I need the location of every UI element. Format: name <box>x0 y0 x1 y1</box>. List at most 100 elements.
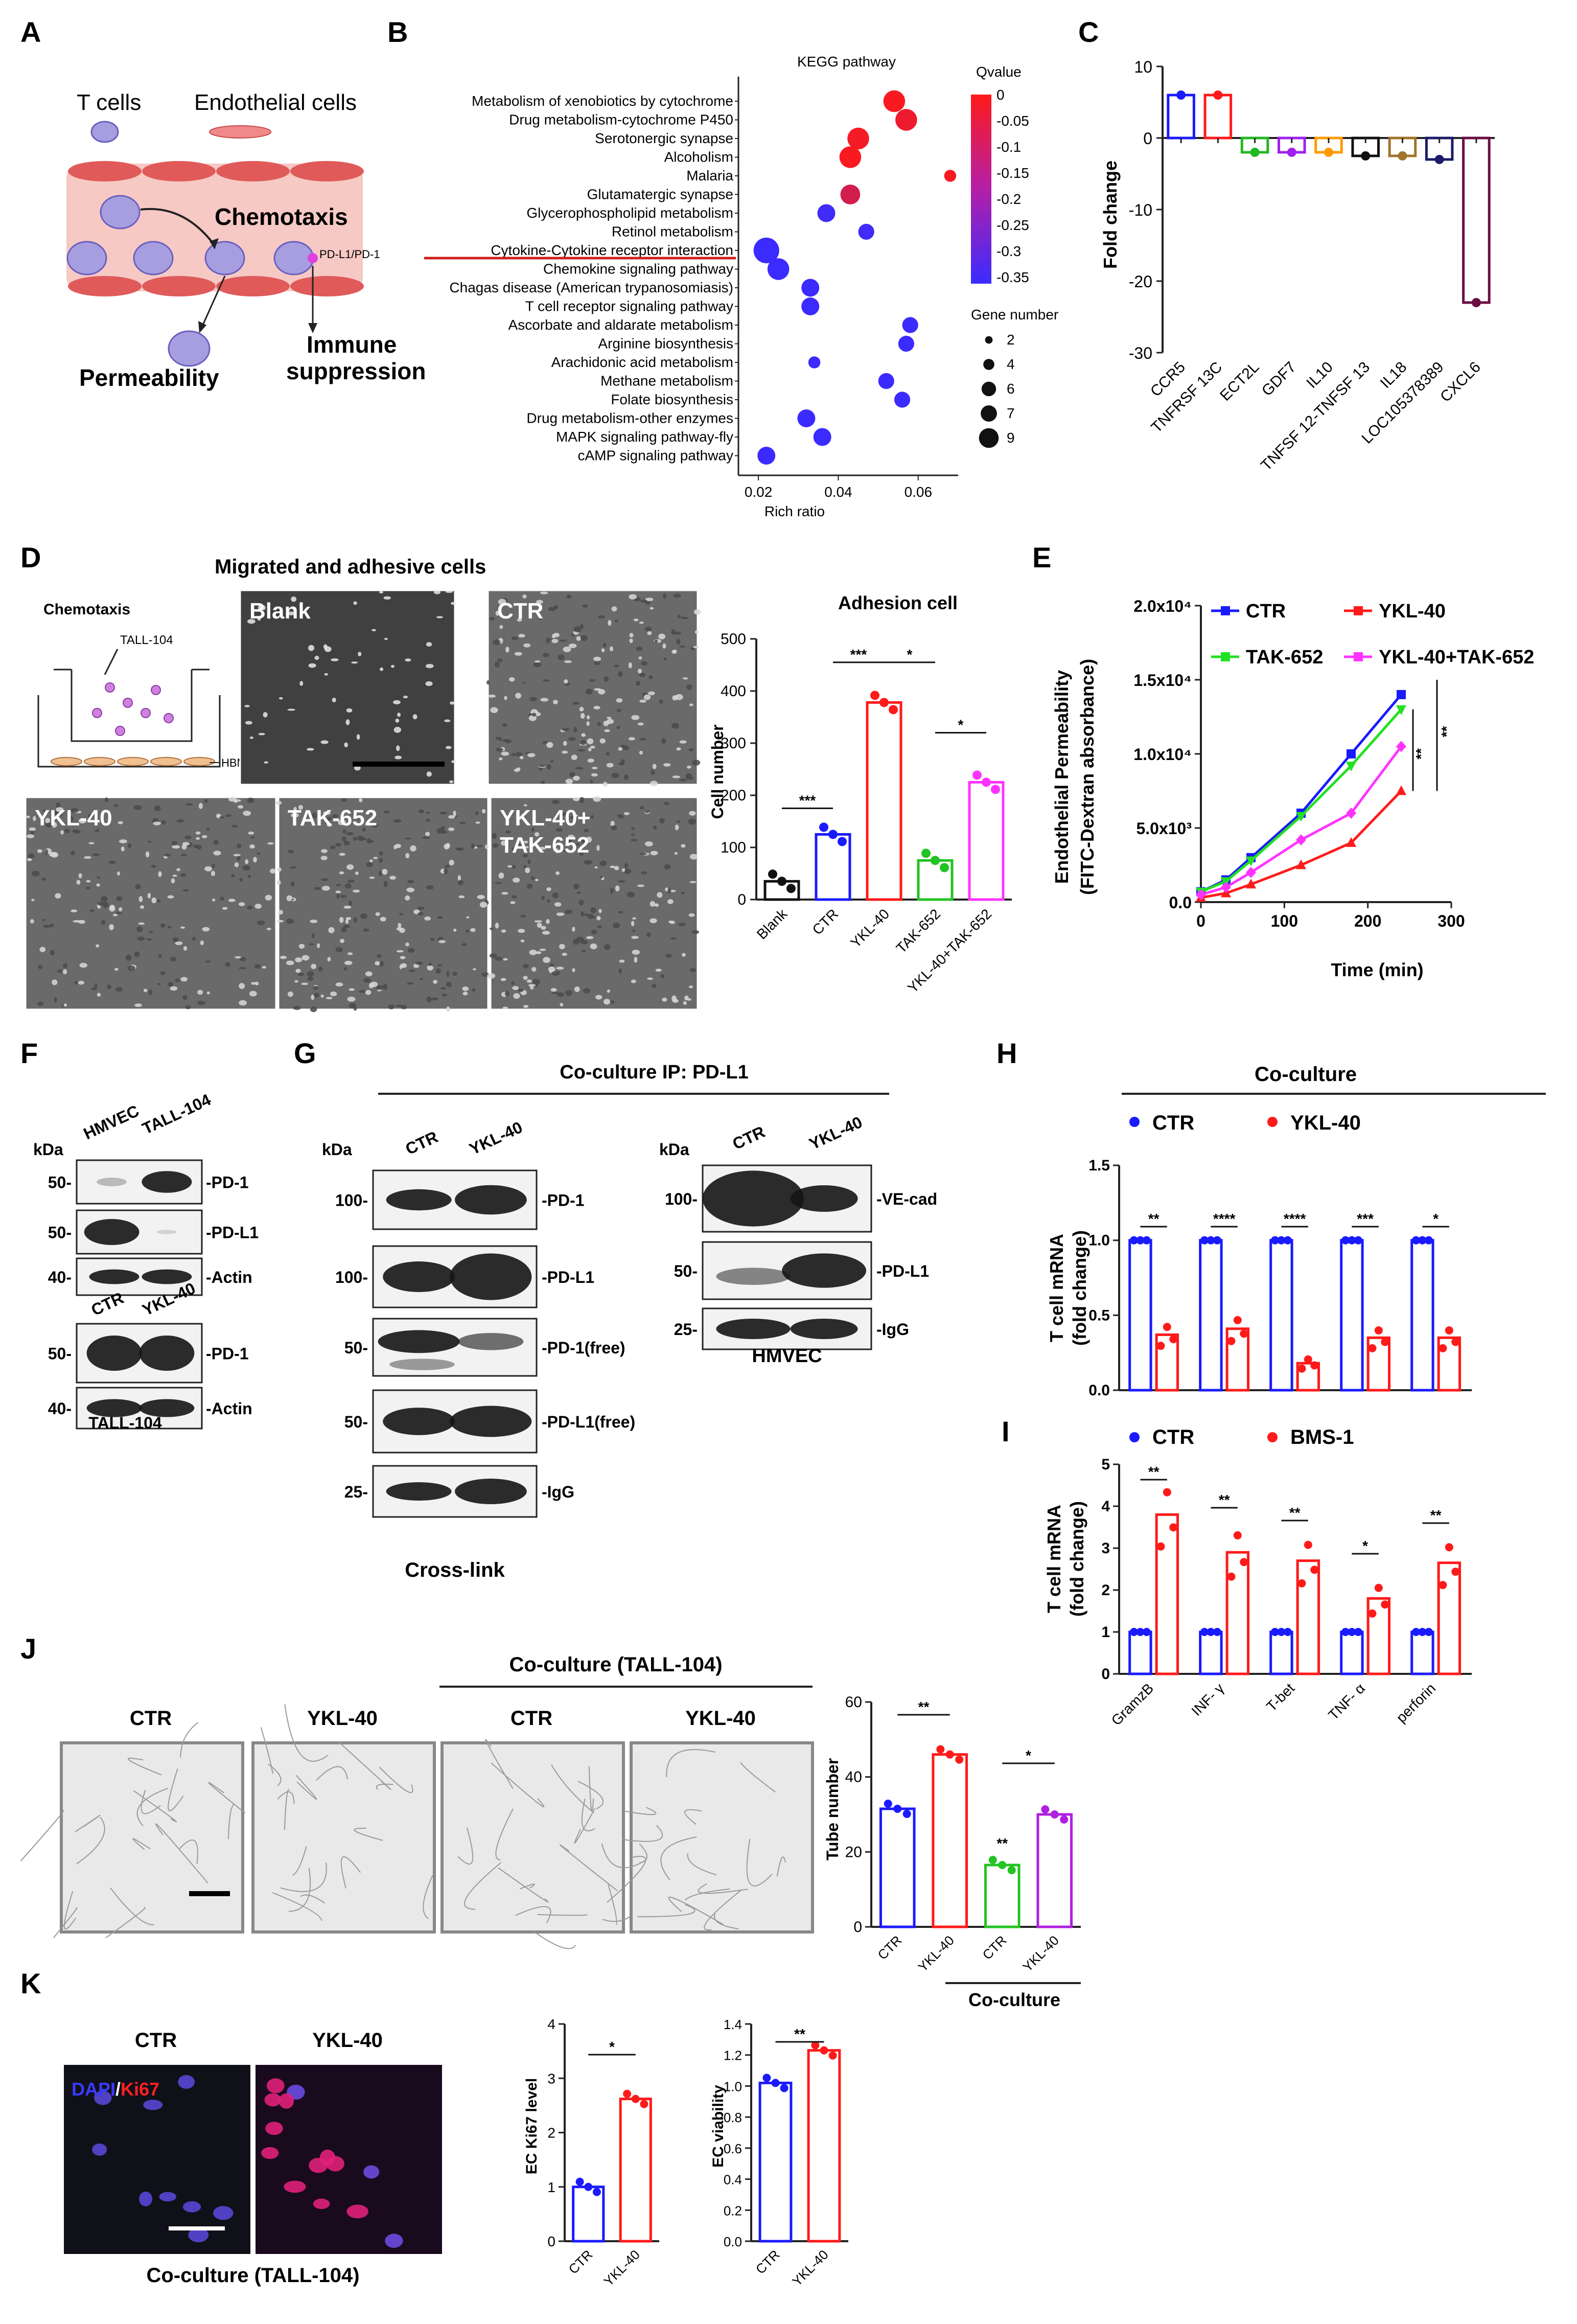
k1-point <box>640 2100 648 2108</box>
d-point <box>768 869 777 879</box>
d-cell-speck <box>145 851 150 858</box>
k2-sig: ** <box>794 2026 805 2042</box>
d-cell-speck <box>310 919 318 924</box>
k1-ytick-label: 4 <box>547 2016 555 2032</box>
h-bar <box>1199 1239 1223 1392</box>
d-cell-speck <box>311 963 316 969</box>
d-cell-speck <box>436 616 443 618</box>
d-cell-speck <box>176 868 180 871</box>
d-cell-speck <box>379 591 384 594</box>
d-cell-speck <box>236 856 241 861</box>
d-point <box>838 837 847 846</box>
k2-ytick-label: 0.4 <box>724 2172 742 2188</box>
h-bar <box>1225 1327 1250 1392</box>
c-point <box>1471 298 1481 307</box>
h-plot: 0.00.51.01.5** **** **** *** * <box>1088 1157 1472 1399</box>
d-cell-speck <box>526 979 532 983</box>
j-tube-line <box>668 1896 724 1925</box>
b-q-title: Qvalue <box>976 64 1022 80</box>
d-cell-speck <box>531 967 537 972</box>
j-tube-line <box>551 1764 594 1813</box>
d-cell-speck <box>523 976 528 980</box>
i-point <box>1207 1628 1215 1636</box>
d-cell-speck <box>574 986 580 993</box>
j-tube-line <box>639 1843 648 1863</box>
d-micrograph-label: Blank <box>249 599 311 624</box>
panel-i: CTR BMS-1 T cell mRNA (fold change) 0 1 2 3… <box>1043 1426 1472 1729</box>
j-tube-line <box>581 1798 595 1832</box>
i-point <box>1297 1579 1306 1587</box>
d-cell-speck <box>94 983 98 988</box>
j-tube-line <box>136 1787 168 1827</box>
g-blot-right-band <box>716 1319 791 1339</box>
j-ytick-label: 0 <box>853 1919 862 1936</box>
f-blot-strips: 50- -PD-1 50- -PD-L1 40- -Actin 50- -PD-1 40- -Ac… <box>48 1159 259 1430</box>
d-cell-speck <box>640 871 647 875</box>
j-tube-line <box>622 1825 663 1842</box>
h-point <box>1418 1236 1427 1245</box>
panel-label-a: A <box>20 16 41 48</box>
j-bar <box>879 1807 916 1928</box>
d-cell-speck <box>175 941 183 946</box>
j-ytick-label: 40 <box>845 1769 862 1786</box>
d-cell-speck <box>297 973 305 976</box>
d-cell-speck <box>525 867 530 873</box>
b-pathway-label: Alcoholism <box>664 149 733 165</box>
d-cell-speck <box>228 797 237 802</box>
d-cell-speck <box>151 897 157 904</box>
b-q-tick: -0.3 <box>996 243 1021 259</box>
d-cell-speck <box>148 840 152 843</box>
j-tube-line <box>280 1862 327 1892</box>
j-xtick-label: YKL-40 <box>915 1932 957 1975</box>
d-cell-speck <box>573 626 582 633</box>
d-cell-speck <box>257 852 261 855</box>
d-cell-speck <box>109 905 115 912</box>
d-cell-speck <box>527 753 536 757</box>
d-cell-speck <box>535 660 541 663</box>
d-cell-speck <box>665 887 669 891</box>
d-cell-speck <box>471 844 475 848</box>
a-tcells-in-vessel <box>66 195 314 275</box>
d-cell-speck <box>603 999 611 1005</box>
d-cell-speck <box>501 840 507 846</box>
d-cell-speck <box>444 719 451 722</box>
d-cell-speck <box>488 694 496 698</box>
i-point <box>1381 1600 1389 1609</box>
d-cell-speck <box>631 921 635 927</box>
h-point <box>1283 1236 1292 1245</box>
i-bar <box>1269 1630 1293 1675</box>
d-cell-speck <box>341 927 347 933</box>
d-cell-speck <box>546 919 550 924</box>
f-blot-band <box>142 1171 192 1193</box>
j-tube-line <box>624 1807 657 1815</box>
e-marker <box>1396 741 1406 752</box>
i-sig: ** <box>1430 1507 1442 1523</box>
i-point <box>1156 1542 1165 1551</box>
d-cell-speck <box>540 591 548 594</box>
d-cell-speck <box>510 901 516 904</box>
d-cell-speck <box>616 708 621 712</box>
d-cell-speck <box>408 948 415 953</box>
j-tube-line <box>713 1913 739 1929</box>
c-point <box>1176 90 1186 100</box>
d-cell-speck <box>493 639 501 645</box>
i-point <box>1277 1628 1286 1636</box>
f-band-label: -PD-1 <box>206 1345 249 1363</box>
d-cell-speck <box>39 947 46 953</box>
h-point <box>1270 1236 1279 1245</box>
d-cell-speck <box>606 763 614 768</box>
c-point <box>1361 151 1371 160</box>
d-cell-speck <box>590 780 593 784</box>
k1-bar <box>619 2098 652 2243</box>
i-point <box>1169 1523 1178 1532</box>
d-cell-speck <box>71 909 78 913</box>
d-cell-speck <box>323 811 331 815</box>
d-cell-speck <box>115 987 123 992</box>
d-cell-speck <box>357 836 364 841</box>
d-point <box>889 705 898 715</box>
d-cell-speck <box>639 750 643 755</box>
b-dot <box>944 170 957 182</box>
d-cell-speck <box>573 814 578 817</box>
d-cell-speck <box>302 955 310 961</box>
